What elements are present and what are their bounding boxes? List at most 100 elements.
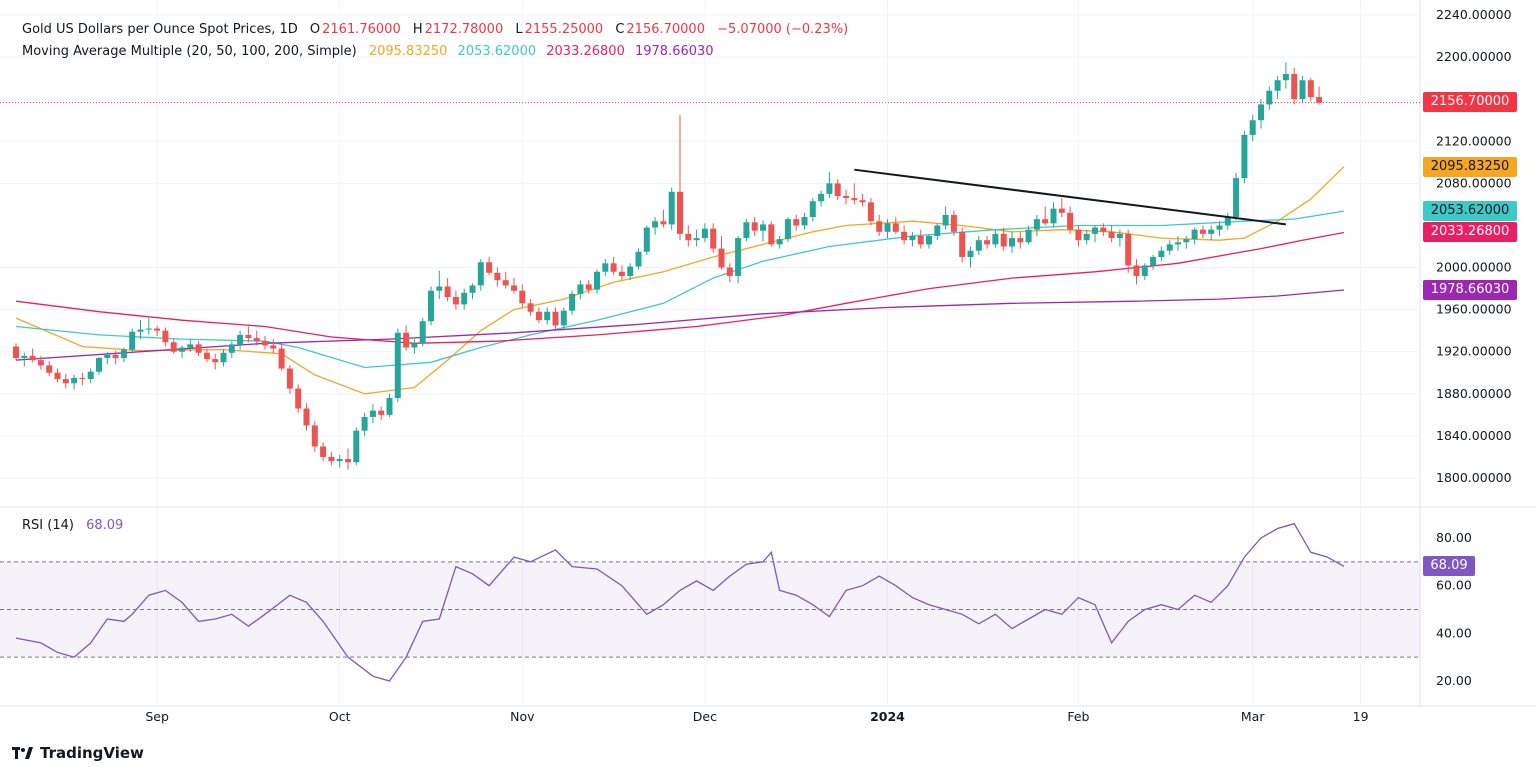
candle[interactable] [569, 290, 576, 315]
candle[interactable] [793, 214, 800, 231]
candle[interactable] [29, 348, 36, 363]
candle[interactable] [54, 368, 61, 383]
candle[interactable] [187, 339, 194, 352]
candle[interactable] [1199, 225, 1206, 239]
candle[interactable] [934, 223, 941, 241]
candle[interactable] [262, 335, 268, 350]
candle[interactable] [428, 286, 434, 326]
candle[interactable] [477, 259, 484, 291]
candle[interactable] [170, 339, 177, 354]
candle[interactable] [220, 349, 227, 367]
candle[interactable] [1307, 78, 1314, 102]
candle[interactable] [1125, 229, 1132, 273]
candle[interactable] [112, 350, 119, 365]
candle[interactable] [79, 372, 86, 386]
candle[interactable] [253, 330, 260, 346]
candle[interactable] [444, 278, 451, 302]
candle[interactable] [228, 341, 235, 359]
candle[interactable] [1100, 223, 1107, 236]
candle[interactable] [992, 229, 999, 248]
candle[interactable] [809, 198, 816, 222]
candle[interactable] [46, 361, 53, 376]
candle[interactable] [859, 193, 866, 207]
candle[interactable] [959, 227, 966, 263]
candle[interactable] [295, 384, 302, 413]
candle[interactable] [270, 339, 277, 353]
candle[interactable] [195, 341, 202, 356]
candle[interactable] [71, 374, 78, 390]
candle[interactable] [1224, 212, 1231, 230]
candle[interactable] [1274, 76, 1281, 100]
candle[interactable] [436, 270, 443, 300]
resistance-trendline[interactable] [854, 168, 1287, 226]
candle[interactable] [212, 353, 219, 370]
candle[interactable] [560, 307, 567, 331]
candle[interactable] [801, 212, 808, 230]
candle[interactable] [975, 235, 982, 255]
candle[interactable] [419, 318, 426, 347]
candle[interactable] [237, 330, 244, 350]
candle[interactable] [353, 427, 360, 466]
candle[interactable] [917, 229, 924, 249]
candle[interactable] [1282, 62, 1289, 89]
candle[interactable] [876, 214, 883, 236]
candle[interactable] [278, 344, 285, 371]
candle[interactable] [1183, 235, 1190, 249]
candle[interactable] [1017, 231, 1024, 249]
candle[interactable] [502, 271, 509, 289]
candle[interactable] [892, 217, 899, 234]
candle[interactable] [369, 404, 376, 424]
candle[interactable] [1208, 225, 1215, 241]
candle[interactable] [950, 210, 957, 236]
candle[interactable] [610, 257, 617, 275]
candle[interactable] [942, 206, 949, 230]
candle[interactable] [13, 343, 19, 361]
candle[interactable] [585, 280, 592, 294]
candle[interactable] [926, 233, 932, 249]
candle[interactable] [37, 355, 44, 370]
candle[interactable] [701, 223, 708, 243]
candle[interactable] [311, 421, 318, 452]
candle[interactable] [1067, 206, 1074, 234]
candle[interactable] [884, 219, 891, 239]
candle[interactable] [751, 217, 758, 236]
candle[interactable] [452, 290, 459, 310]
candle[interactable] [1291, 67, 1298, 105]
candle[interactable] [494, 267, 501, 287]
candle[interactable] [677, 114, 683, 241]
rsi-panel[interactable] [0, 522, 1420, 682]
candle[interactable] [710, 223, 717, 253]
candle[interactable] [394, 328, 401, 403]
candle[interactable] [1241, 130, 1248, 184]
candle[interactable] [1249, 114, 1256, 142]
candle[interactable] [527, 299, 534, 316]
candle[interactable] [602, 259, 609, 276]
candle[interactable] [535, 307, 542, 324]
candle[interactable] [826, 171, 833, 199]
candle[interactable] [834, 179, 841, 201]
candle[interactable] [519, 284, 526, 308]
candle[interactable] [461, 288, 468, 310]
candle[interactable] [668, 187, 675, 230]
candle[interactable] [1316, 86, 1323, 105]
candle[interactable] [618, 265, 625, 281]
candle[interactable] [660, 209, 667, 228]
candle[interactable] [1050, 202, 1057, 228]
candle[interactable] [1092, 225, 1098, 243]
candle[interactable] [643, 225, 650, 255]
candle[interactable] [1150, 254, 1157, 270]
candle[interactable] [469, 283, 476, 300]
tradingview-logo[interactable]: TradingView [12, 744, 144, 762]
candle[interactable] [784, 217, 791, 243]
candle[interactable] [162, 327, 169, 347]
candle[interactable] [486, 257, 493, 275]
candle[interactable] [909, 231, 916, 247]
candle[interactable] [120, 347, 127, 363]
candle[interactable] [286, 365, 293, 394]
candle[interactable] [984, 235, 991, 249]
candle[interactable] [1116, 229, 1123, 247]
candle[interactable] [735, 235, 742, 284]
candle[interactable] [378, 406, 385, 421]
candle[interactable] [652, 217, 659, 235]
